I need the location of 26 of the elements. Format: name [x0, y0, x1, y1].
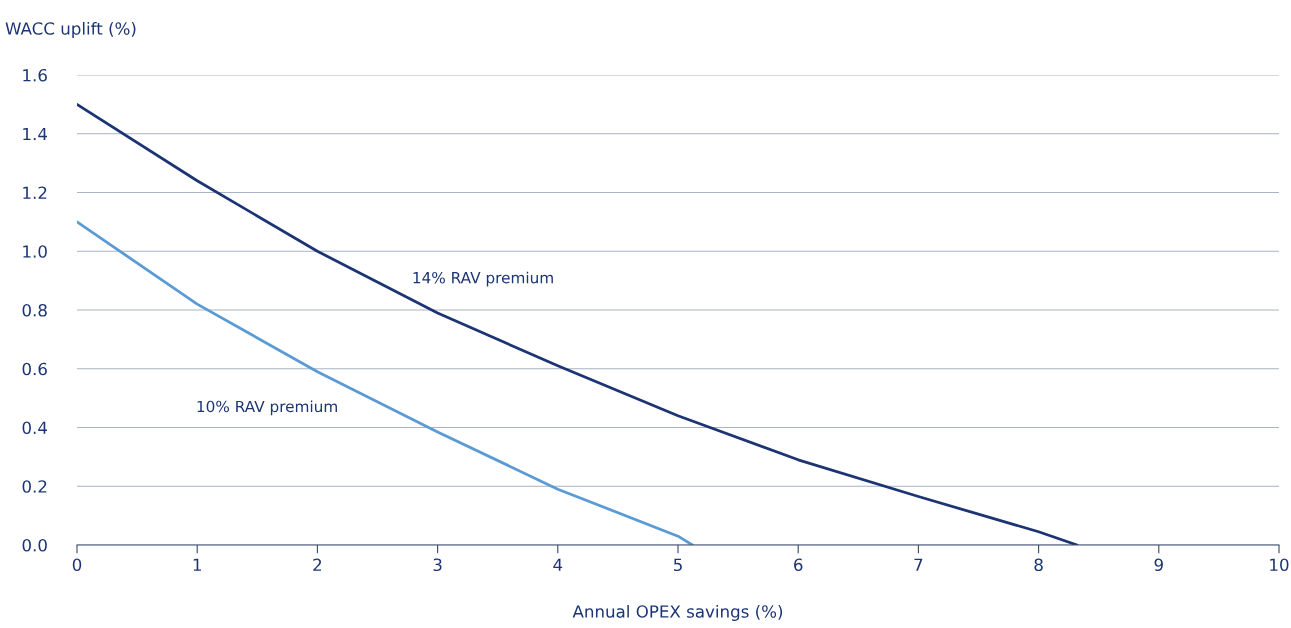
y-tick-label: 0.2	[22, 480, 47, 493]
x-tick-label: 5	[673, 558, 682, 572]
y-tick-label: 1.2	[23, 186, 47, 199]
series-label: 14% RAV premium	[413, 271, 553, 287]
series-label: 10% RAV premium	[197, 400, 337, 416]
y-tick-label: 1.0	[23, 245, 47, 258]
x-tick-label: 4	[553, 558, 563, 571]
x-tick-label: 7	[914, 558, 923, 571]
y-tick-label: 0.4	[22, 421, 48, 435]
x-tick-label: 6	[794, 558, 803, 572]
x-tick-label: 0	[72, 558, 82, 572]
x-tick-label: 1	[193, 558, 201, 571]
y-tick-label: 0.6	[22, 362, 47, 376]
x-tick-label: 8	[1034, 558, 1043, 572]
y-axis-title: WACC uplift (%)	[5, 21, 136, 39]
x-tick-label: 9	[1154, 558, 1163, 572]
y-tick-label: 1.4	[23, 127, 48, 141]
x-tick-label: 2	[313, 558, 322, 571]
x-tick-label: 3	[433, 558, 442, 572]
line-series	[77, 102, 1079, 545]
y-tick-label: 1.6	[23, 68, 47, 82]
x-axis-title: Annual OPEX savings (%)	[572, 604, 783, 622]
y-tick-label: 0.8	[22, 303, 47, 317]
y-tick-label: 0.0	[22, 538, 47, 552]
x-tick-label: 10	[1270, 558, 1289, 572]
line-series	[77, 220, 694, 545]
